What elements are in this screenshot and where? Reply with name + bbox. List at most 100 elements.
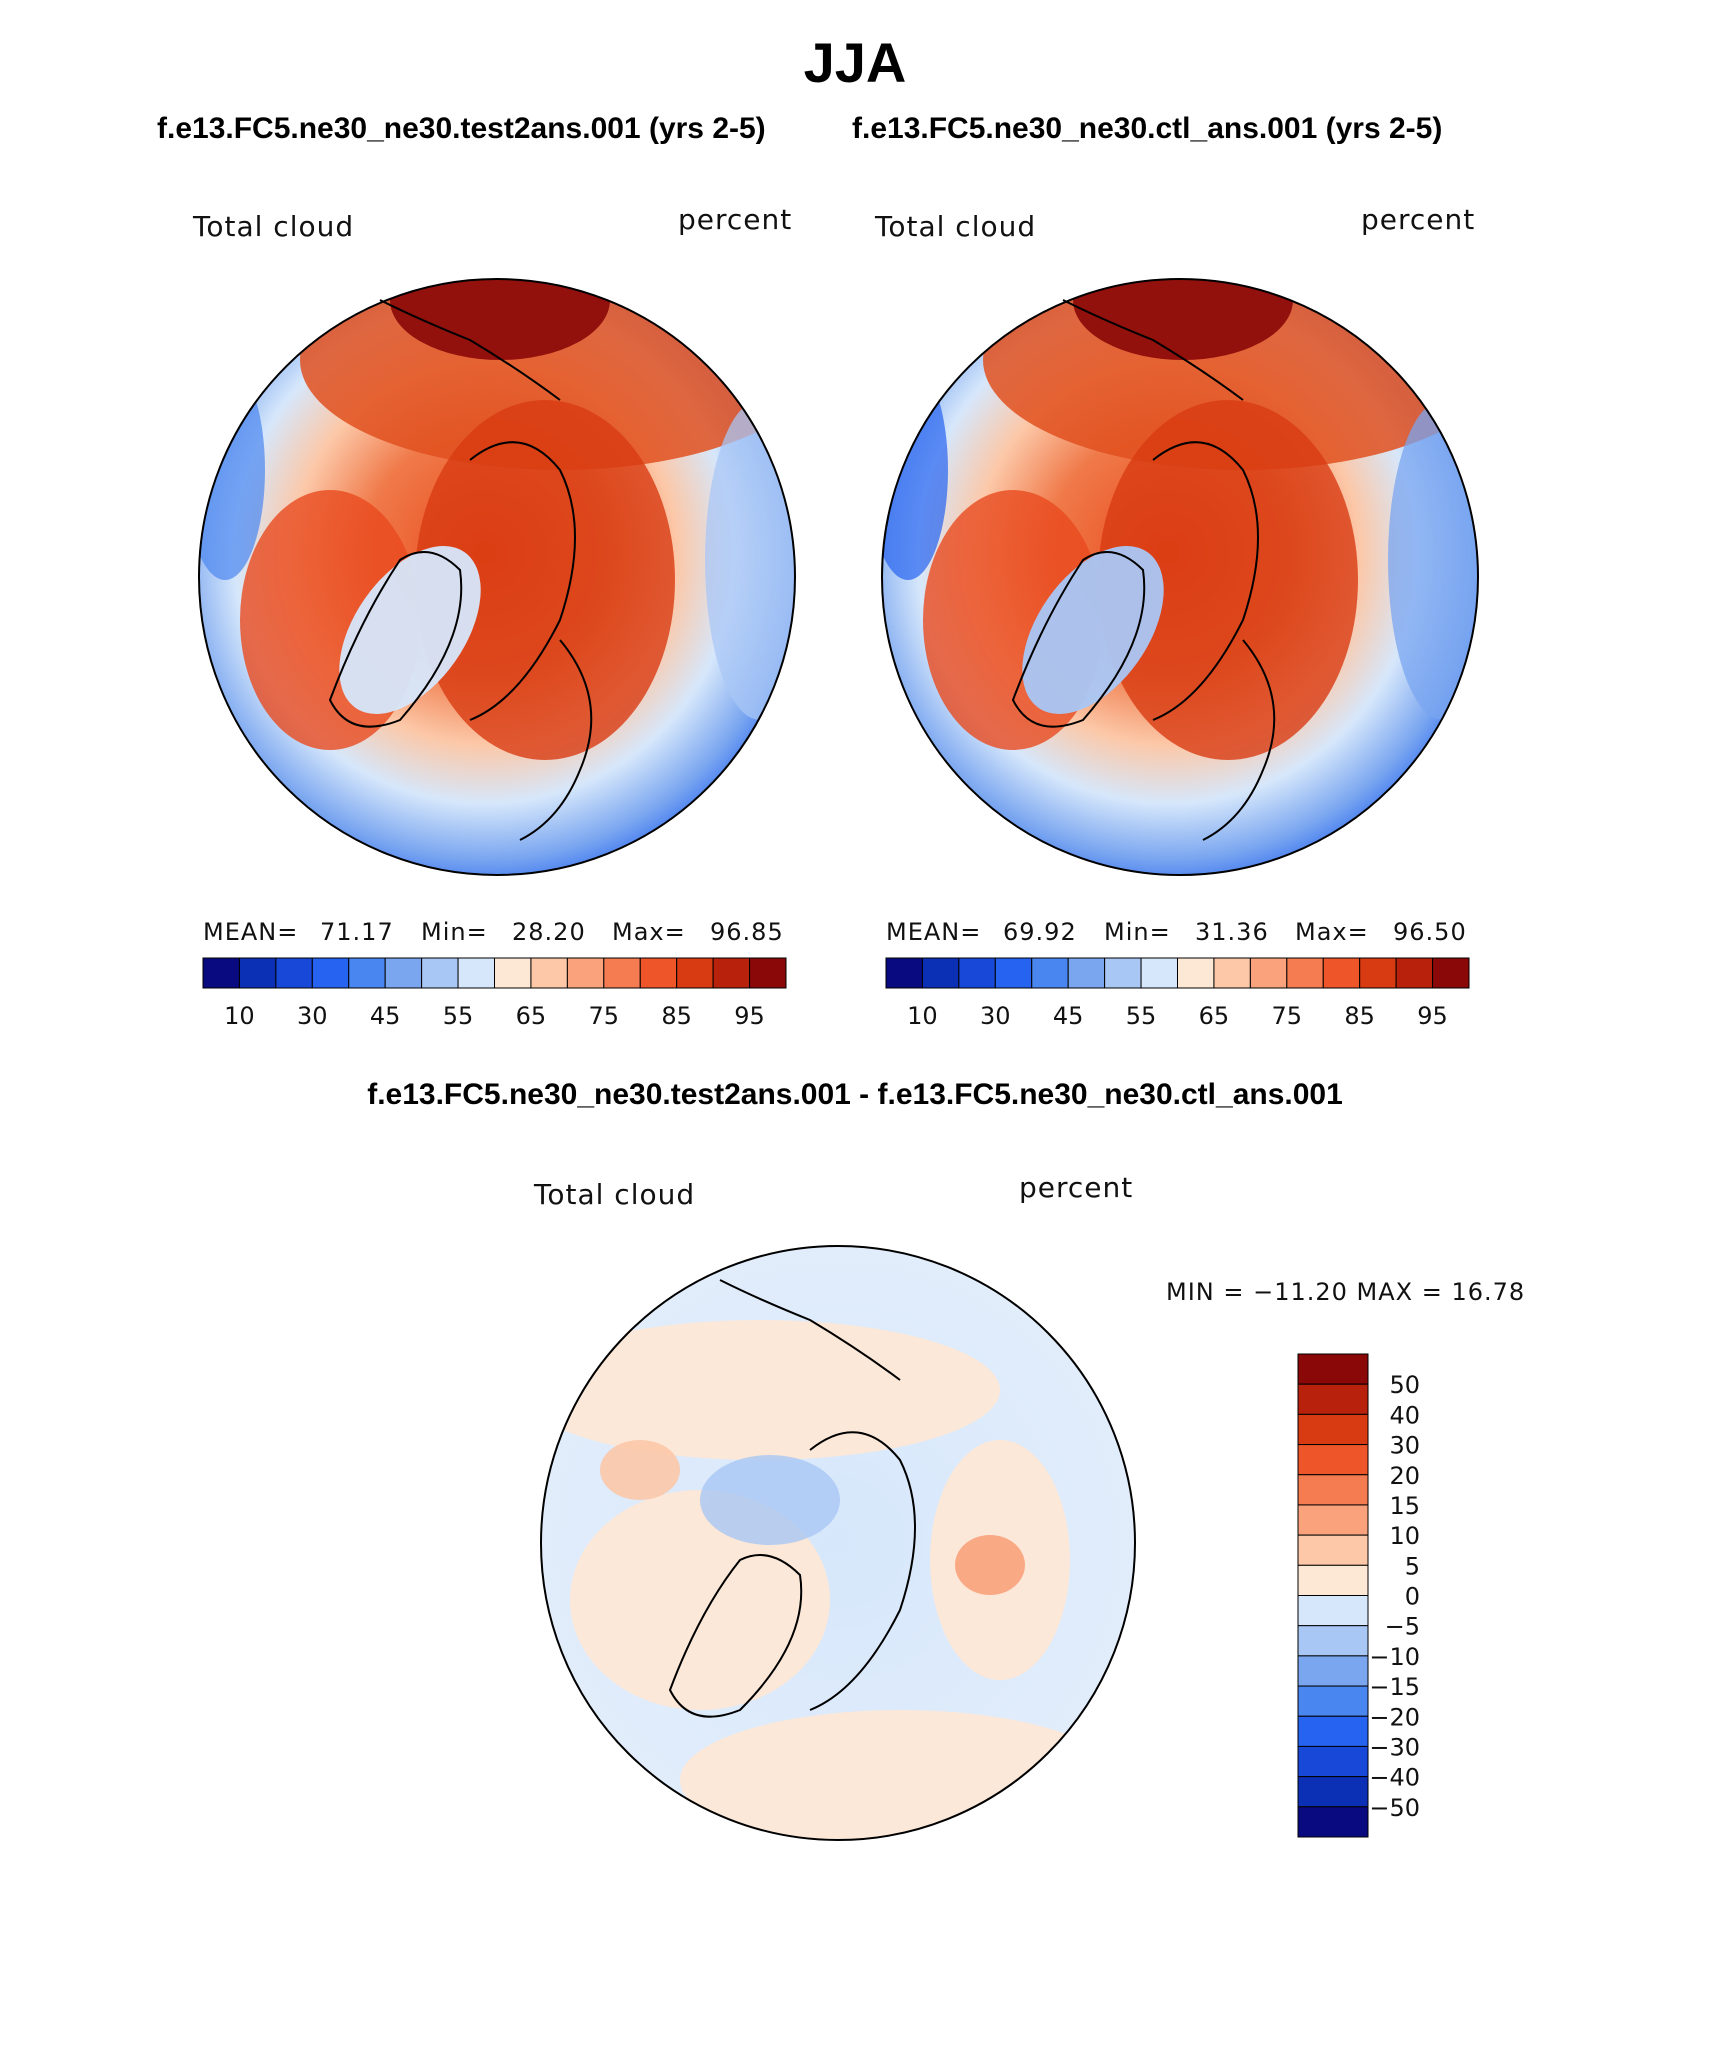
colorbar-swatch bbox=[639, 957, 678, 989]
panel1-max-label: Max= bbox=[612, 918, 686, 946]
colorbar-swatch bbox=[1140, 957, 1178, 989]
colorbar-swatch bbox=[712, 957, 751, 989]
colorbar-tick-label: 85 bbox=[661, 1002, 692, 1030]
panel3-map bbox=[540, 1245, 1136, 1841]
panel2-max-value: 96.50 bbox=[1393, 918, 1467, 946]
panel2-map bbox=[881, 278, 1479, 876]
panel2-min-label: Min= bbox=[1104, 918, 1171, 946]
panel1-map bbox=[198, 278, 796, 876]
colorbar-swatch bbox=[1297, 1595, 1369, 1627]
colorbar-swatch bbox=[1432, 957, 1470, 989]
colorbar-tick-label: 15 bbox=[1389, 1492, 1420, 1520]
panel2-min-value: 31.36 bbox=[1195, 918, 1269, 946]
colorbar-tick-label: 30 bbox=[980, 1002, 1011, 1030]
colorbar-swatch bbox=[1297, 1806, 1369, 1838]
colorbar-tick-label: 50 bbox=[1389, 1371, 1420, 1399]
colorbar-tick-label: 95 bbox=[1417, 1002, 1448, 1030]
colorbar-swatch bbox=[1297, 1564, 1369, 1596]
colorbar-tick-label: 75 bbox=[1272, 1002, 1303, 1030]
colorbar-tick-label: 55 bbox=[443, 1002, 474, 1030]
panel1-max-value: 96.85 bbox=[710, 918, 784, 946]
colorbar-swatch bbox=[384, 957, 423, 989]
colorbar-swatch bbox=[1177, 957, 1215, 989]
panel1-units-label: percent bbox=[678, 203, 793, 236]
panel2-units-label: percent bbox=[1361, 203, 1476, 236]
panel3-title: f.e13.FC5.ne30_ne30.test2ans.001 - f.e13… bbox=[367, 1078, 1343, 1111]
colorbar-swatch bbox=[921, 957, 960, 989]
colorbar-swatch bbox=[603, 957, 641, 989]
colorbar-tick-label: 10 bbox=[907, 1002, 938, 1030]
colorbar-swatch bbox=[530, 957, 568, 989]
colorbar-tick-label: 45 bbox=[370, 1002, 401, 1030]
colorbar-tick-label: 65 bbox=[516, 1002, 547, 1030]
colorbar-swatch bbox=[1297, 1534, 1369, 1566]
colorbar-tick-label: −10 bbox=[1369, 1643, 1420, 1671]
colorbar-swatch bbox=[1297, 1353, 1369, 1385]
colorbar-swatch bbox=[1297, 1383, 1369, 1415]
colorbar-swatch bbox=[1297, 1625, 1369, 1657]
colorbar-tick-label: 85 bbox=[1344, 1002, 1375, 1030]
colorbar-tick-label: 45 bbox=[1053, 1002, 1084, 1030]
colorbar-swatch bbox=[1249, 957, 1288, 989]
colorbar-swatch bbox=[994, 957, 1033, 989]
colorbar-swatch bbox=[311, 957, 350, 989]
colorbar-swatch bbox=[958, 957, 996, 989]
panel3-minmax-text: MIN = −11.20 MAX = 16.78 bbox=[1166, 1278, 1526, 1306]
colorbar-swatch bbox=[749, 957, 787, 989]
panel1-min-value: 28.20 bbox=[512, 918, 586, 946]
colorbar-swatch bbox=[1213, 957, 1251, 989]
panel2-mean-value: 69.92 bbox=[1003, 918, 1077, 946]
colorbar-tick-label: 5 bbox=[1405, 1552, 1420, 1580]
colorbar-swatch bbox=[202, 957, 240, 989]
colorbar-tick-label: −15 bbox=[1369, 1673, 1420, 1701]
colorbar-swatch bbox=[348, 957, 386, 989]
colorbar-swatch bbox=[885, 957, 923, 989]
panel1-variable-label: Total cloud bbox=[193, 210, 355, 243]
colorbar-tick-label: 95 bbox=[734, 1002, 765, 1030]
colorbar-swatch bbox=[1297, 1474, 1369, 1506]
colorbar-tick-label: 40 bbox=[1389, 1401, 1420, 1429]
panel3-units-label: percent bbox=[1019, 1171, 1134, 1204]
panel2-mean-label: MEAN= bbox=[886, 918, 982, 946]
colorbar-tick-label: 55 bbox=[1126, 1002, 1157, 1030]
colorbar-tick-label: 10 bbox=[1389, 1522, 1420, 1550]
colorbar-tick-label: −50 bbox=[1369, 1794, 1420, 1822]
colorbar-swatch bbox=[1359, 957, 1397, 989]
colorbar-swatch bbox=[1297, 1655, 1369, 1687]
panel2-max-label: Max= bbox=[1295, 918, 1369, 946]
colorbar-swatch bbox=[1104, 957, 1142, 989]
colorbar-swatch bbox=[1322, 957, 1361, 989]
colorbar-tick-label: −30 bbox=[1369, 1733, 1420, 1761]
colorbar-tick-label: −20 bbox=[1369, 1703, 1420, 1731]
colorbar-swatch bbox=[238, 957, 277, 989]
panel1-mean-label: MEAN= bbox=[203, 918, 299, 946]
colorbar-swatch bbox=[494, 957, 532, 989]
colorbar-swatch bbox=[1031, 957, 1069, 989]
colorbar-swatch bbox=[1297, 1776, 1369, 1808]
panel1-colorbar: 10 30 45 55 65 75 85 95 bbox=[202, 957, 787, 1030]
colorbar-swatch bbox=[1067, 957, 1106, 989]
colorbar-swatch bbox=[566, 957, 605, 989]
colorbar-tick-label: −40 bbox=[1369, 1764, 1420, 1792]
colorbar-swatch bbox=[1297, 1413, 1369, 1446]
panel2-title: f.e13.FC5.ne30_ne30.ctl_ans.001 (yrs 2-5… bbox=[852, 112, 1443, 145]
colorbar-swatch bbox=[421, 957, 459, 989]
colorbar-swatch bbox=[1297, 1504, 1369, 1536]
colorbar-tick-label: −5 bbox=[1385, 1613, 1420, 1641]
colorbar-swatch bbox=[275, 957, 313, 989]
colorbar-swatch bbox=[1297, 1745, 1369, 1778]
figure-title: JJA bbox=[803, 31, 907, 94]
colorbar-tick-label: 0 bbox=[1405, 1583, 1420, 1611]
colorbar-tick-label: 75 bbox=[589, 1002, 620, 1030]
colorbar-tick-label: 30 bbox=[297, 1002, 328, 1030]
colorbar-swatch bbox=[1286, 957, 1324, 989]
panel1-mean-value: 71.17 bbox=[320, 918, 394, 946]
colorbar-tick-label: 30 bbox=[1389, 1432, 1420, 1460]
panel2-variable-label: Total cloud bbox=[875, 210, 1037, 243]
colorbar-swatch bbox=[1297, 1685, 1369, 1717]
colorbar-swatch bbox=[1297, 1715, 1369, 1747]
colorbar-tick-label: 20 bbox=[1389, 1462, 1420, 1490]
colorbar-tick-label: 65 bbox=[1199, 1002, 1230, 1030]
